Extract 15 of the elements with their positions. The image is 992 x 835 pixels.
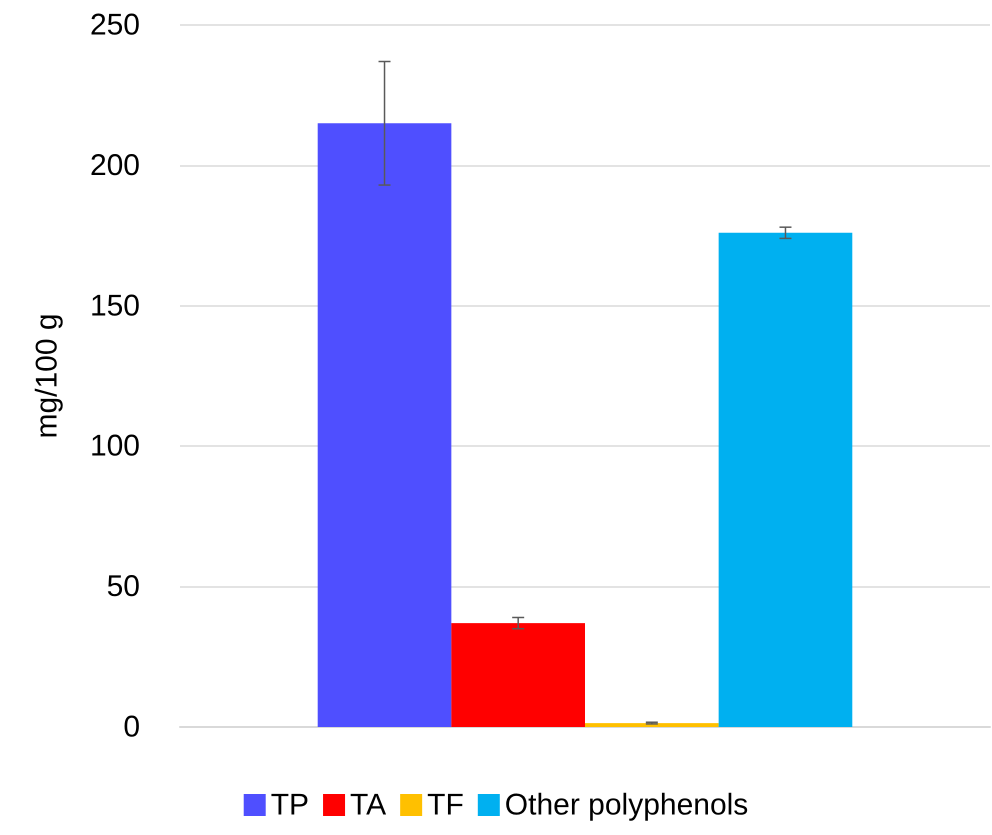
legend-label: TF	[427, 788, 464, 822]
y-tick-label: 250	[90, 8, 140, 42]
bar	[451, 623, 585, 727]
y-tick-label: 50	[106, 570, 140, 604]
legend-label: Other polyphenols	[504, 788, 748, 822]
y-tick-label: 150	[90, 289, 140, 322]
bar	[585, 723, 719, 727]
bar	[318, 123, 452, 727]
y-tick-label: 200	[90, 148, 140, 182]
y-axis-title: mg/100 g	[30, 313, 64, 439]
legend-label: TA	[350, 788, 386, 822]
y-tick-label: 0	[123, 710, 140, 744]
bar	[718, 232, 852, 727]
y-tick-label: 100	[90, 430, 140, 463]
legend-label: TP	[270, 788, 310, 822]
